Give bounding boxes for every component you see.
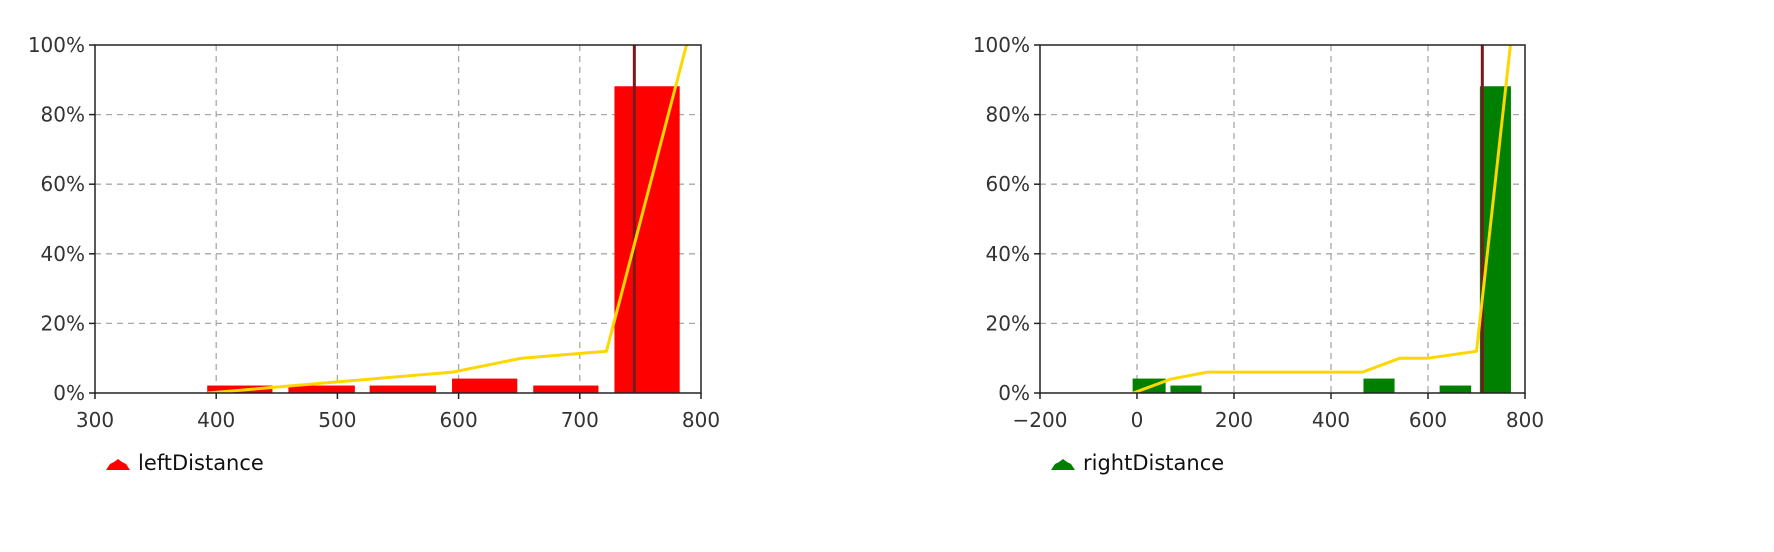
right-chart-x-tick-label-3: 400 <box>1312 408 1350 432</box>
right-chart-bar-4 <box>1479 86 1511 394</box>
left-chart-legend-label: leftDistance <box>138 451 264 475</box>
right-chart-x-tick-label-2: 200 <box>1215 408 1253 432</box>
right-chart-bar-3 <box>1439 385 1472 394</box>
left-chart-x-tick-label-4: 700 <box>561 408 599 432</box>
right-distance-chart-svg: −200 0 200 400 600 800 0% 20% 40% 60% 80% 100% right… <box>973 33 1544 475</box>
right-chart-y-tick-label-4: 80% <box>986 103 1030 127</box>
left-chart-x-tick-label-2: 500 <box>318 408 356 432</box>
left-chart-x-tick-label-0: 300 <box>76 408 114 432</box>
right-chart-x-tick-label-0: −200 <box>1013 408 1068 432</box>
right-chart-legend-icon <box>1051 459 1075 470</box>
left-chart-y-tick-label-2: 40% <box>41 242 85 266</box>
right-chart-x-tick-label-1: 0 <box>1131 408 1144 432</box>
left-chart-x-tick-label-5: 800 <box>682 408 720 432</box>
left-chart-bar-2 <box>369 385 437 394</box>
right-chart-cumulative-line <box>1132 45 1512 393</box>
right-chart-axes-frame <box>1039 44 1526 394</box>
left-chart-plot-area <box>95 45 701 393</box>
left-chart-axes-frame <box>94 44 702 394</box>
left-chart-cumulative-line <box>207 45 688 393</box>
left-chart-x-tick-label-3: 600 <box>440 408 478 432</box>
right-chart-bar-2 <box>1363 378 1395 394</box>
left-chart-legend-icon <box>106 459 130 470</box>
right-chart-y-tick-label-1: 20% <box>986 311 1030 335</box>
left-chart-y-tick-label-3: 60% <box>41 172 85 196</box>
right-chart-y-tick-label-0: 0% <box>998 381 1030 405</box>
left-chart-x-tick-label-1: 400 <box>197 408 235 432</box>
left-chart-y-tick-label-4: 80% <box>41 103 85 127</box>
right-chart-plot-area <box>1040 45 1525 393</box>
right-chart-y-tick-label-3: 60% <box>986 172 1030 196</box>
left-chart-bar-3 <box>452 378 518 394</box>
left-chart-bar-1 <box>288 385 355 394</box>
left-chart-y-tick-label-5: 100% <box>28 33 85 57</box>
right-chart-y-tick-label-2: 40% <box>986 242 1030 266</box>
right-chart-legend-label: rightDistance <box>1083 451 1224 475</box>
left-distance-chart-svg: 300 400 500 600 700 800 0% 20% 40% 60% 80% 100% left… <box>28 33 720 475</box>
right-chart-x-tick-label-4: 600 <box>1409 408 1447 432</box>
right-distance-chart: −200 0 200 400 600 800 0% 20% 40% 60% 80% 100% right… <box>900 0 1774 548</box>
right-chart-bar-1 <box>1170 385 1202 394</box>
left-chart-bar-5 <box>614 86 680 394</box>
right-chart-y-tick-label-5: 100% <box>973 33 1030 57</box>
right-chart-x-tick-label-5: 800 <box>1506 408 1544 432</box>
left-chart-bar-4 <box>533 385 599 394</box>
left-distance-chart: 300 400 500 600 700 800 0% 20% 40% 60% 80% 100% left… <box>0 0 860 548</box>
left-chart-y-tick-label-0: 0% <box>53 381 85 405</box>
left-chart-y-tick-label-1: 20% <box>41 311 85 335</box>
